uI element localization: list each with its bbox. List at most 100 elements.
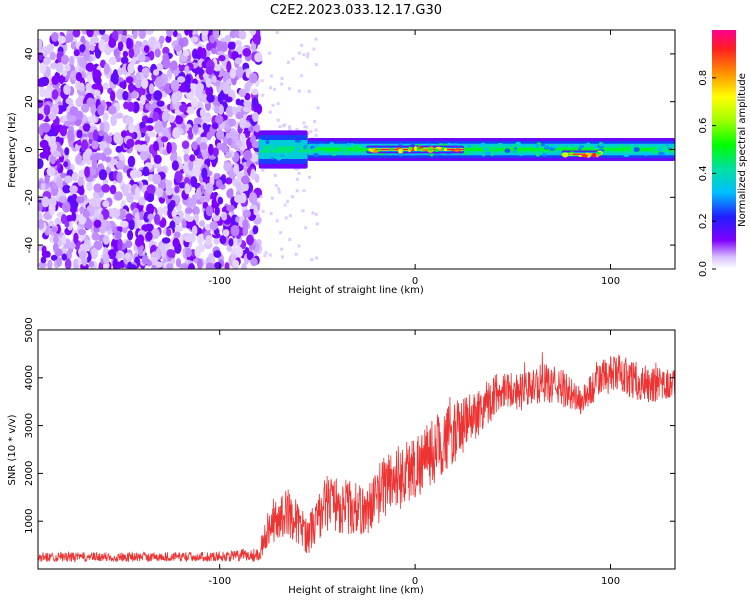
heatmap-cell: [280, 255, 284, 259]
heatmap-cell: [132, 43, 141, 56]
colorbar-tick-label: 0.6: [698, 118, 709, 134]
heatmap-cell: [474, 144, 478, 150]
heatmap-cell: [312, 152, 320, 157]
heatmap-cell: [78, 250, 87, 260]
heatmap-cell: [41, 250, 51, 258]
heatmap-cell: [95, 76, 102, 85]
heatmap-cell: [249, 72, 258, 84]
heatmap-cell: [242, 105, 251, 113]
heatmap-cell: [212, 147, 219, 157]
x-tick-label: -100: [208, 576, 231, 587]
heatmap-cell: [147, 130, 156, 138]
y-tick-label: 0: [24, 146, 35, 152]
heatmap-cell: [226, 204, 235, 212]
heatmap-cell: [50, 103, 59, 116]
heatmap-cell: [199, 108, 206, 118]
heatmap-cell: [139, 121, 146, 129]
heatmap-cell: [186, 215, 194, 222]
heatmap-cell: [60, 213, 67, 225]
heatmap-cell: [246, 234, 254, 246]
heatmap-cell: [112, 208, 121, 218]
heatmap-cell: [125, 213, 133, 221]
heatmap-cell: [244, 92, 251, 101]
heatmap-cell: [569, 152, 573, 157]
heatmap-cell: [314, 37, 318, 41]
heatmap-cell: [434, 148, 439, 153]
heatmap-cell: [481, 152, 486, 157]
heatmap-cell: [190, 97, 198, 108]
heatmap-cell: [239, 117, 247, 130]
heatmap-cell: [191, 140, 198, 151]
heatmap-cell: [43, 56, 51, 66]
heatmap-cell: [67, 242, 76, 249]
heatmap-cell: [242, 48, 252, 57]
heatmap-cell: [86, 74, 93, 84]
heatmap-cell: [230, 41, 236, 50]
heatmap-cell: [140, 94, 146, 106]
heatmap-cell: [241, 263, 247, 269]
heatmap-cell: [438, 143, 444, 146]
heatmap-cell: [175, 258, 182, 268]
heatmap-cell: [221, 146, 230, 154]
heatmap-cell: [316, 106, 320, 110]
heatmap-cell: [49, 196, 57, 208]
heatmap-cell: [62, 184, 71, 194]
heatmap-cell: [515, 141, 522, 147]
heatmap-cell: [141, 254, 149, 265]
heatmap-cell: [408, 146, 413, 151]
heatmap-cell: [283, 149, 288, 155]
heatmap-cell: [389, 148, 394, 151]
heatmap-cell: [173, 231, 181, 239]
heatmap-cell: [51, 31, 59, 42]
heatmap-cell: [162, 205, 169, 216]
heatmap-cell: [188, 30, 194, 39]
heatmap-cell: [233, 131, 239, 143]
heatmap-cell: [295, 177, 299, 181]
heatmap-cell: [236, 181, 242, 192]
heatmap-cell: [94, 47, 102, 59]
heatmap-cell: [233, 163, 240, 175]
heatmap-cell: [234, 57, 243, 65]
heatmap-cell: [254, 124, 261, 133]
heatmap-cell: [179, 263, 189, 269]
heatmap-cell: [504, 148, 511, 154]
heatmap-cell: [102, 82, 109, 90]
heatmap-cell: [112, 74, 119, 85]
heatmap-cell: [314, 62, 318, 66]
heatmap-cell: [578, 147, 582, 151]
heatmap-cell: [183, 153, 190, 162]
heatmap-cell: [49, 140, 58, 153]
heatmap-cell: [220, 41, 228, 52]
heatmap-cell: [51, 75, 59, 86]
heatmap-cell: [49, 134, 57, 144]
heatmap-cell: [155, 76, 164, 88]
y-tick-label: 20: [24, 95, 35, 108]
heatmap-cell: [82, 123, 91, 132]
colorbar-tick-label: 0.8: [698, 70, 709, 86]
heatmap-cell: [314, 212, 318, 216]
heatmap-cell: [172, 30, 178, 38]
heatmap-cell: [274, 183, 278, 187]
heatmap-cell: [107, 105, 117, 115]
heatmap-cell: [62, 69, 68, 77]
y-tick-label: 4000: [24, 365, 35, 390]
heatmap-cell: [195, 82, 205, 92]
heatmap-cell: [41, 196, 50, 208]
snr-series-line: [38, 351, 675, 564]
heatmap-cell: [450, 148, 455, 152]
heatmap-cell: [422, 148, 429, 152]
heatmap-cell: [79, 243, 89, 251]
heatmap-cell: [224, 34, 232, 44]
snr-y-label: SNR (10 * v/v): [7, 414, 18, 485]
heatmap-cell: [91, 83, 101, 90]
heatmap-cell: [127, 230, 134, 241]
heatmap-cell: [146, 117, 154, 124]
heatmap-cell: [123, 101, 129, 110]
heatmap-cell: [81, 139, 89, 151]
heatmap-cell: [595, 151, 602, 155]
heatmap-cell: [314, 128, 318, 132]
heatmap-cell: [57, 35, 66, 44]
heatmap-cell: [61, 201, 71, 213]
heatmap-cell: [172, 237, 180, 249]
heatmap-cell: [146, 125, 154, 132]
